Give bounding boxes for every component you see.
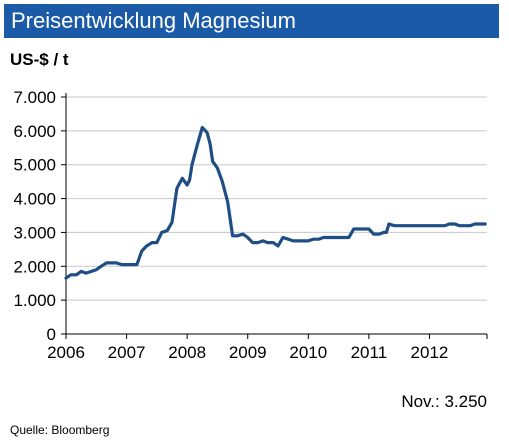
y-axis-unit-label: US-$ / t (10, 50, 69, 69)
latest-value-note: Nov.: 3.250 (401, 392, 487, 411)
y-tick-label: 4.000 (13, 190, 56, 209)
x-tick-label: 2007 (108, 343, 146, 362)
title-bar: Preisentwicklung Magnesium (4, 4, 499, 38)
y-tick-label: 0 (47, 325, 56, 344)
y-tick-label: 3.000 (13, 223, 56, 242)
x-tick-label: 2006 (47, 343, 85, 362)
y-tick-label: 6.000 (13, 122, 56, 141)
x-tick-label: 2012 (411, 343, 449, 362)
chart-title: Preisentwicklung Magnesium (11, 8, 296, 33)
series-line-magnesium-price (64, 125, 487, 280)
x-tick-label: 2011 (351, 343, 388, 362)
y-tick-label: 2.000 (13, 257, 56, 276)
x-tick-label: 2010 (289, 343, 327, 362)
source-note: Quelle: Bloomberg (10, 423, 110, 437)
x-tick-label: 2008 (168, 343, 206, 362)
y-tick-label: 1.000 (13, 291, 56, 310)
x-tick-label: 2009 (229, 343, 267, 362)
y-tick-label: 7.000 (13, 88, 56, 107)
y-tick-label: 5.000 (13, 156, 56, 175)
